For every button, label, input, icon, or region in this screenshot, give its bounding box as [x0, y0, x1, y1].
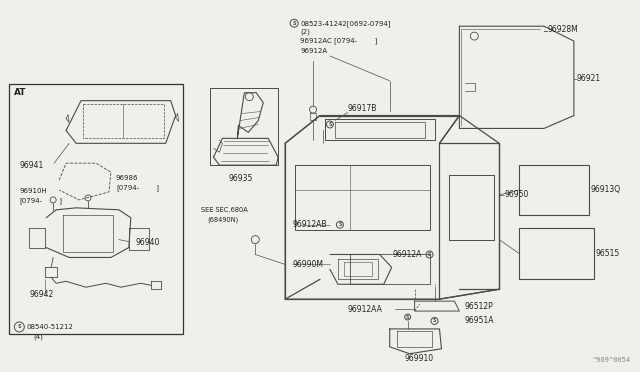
Text: 96515: 96515: [596, 249, 620, 258]
Text: ]: ]: [57, 198, 62, 204]
Text: 96942: 96942: [29, 290, 54, 299]
Text: 96940: 96940: [136, 238, 160, 247]
Text: 96917B: 96917B: [348, 104, 377, 113]
Text: 96912AA: 96912AA: [348, 305, 383, 314]
Text: 96990M: 96990M: [292, 260, 323, 269]
Text: S: S: [428, 252, 431, 257]
Text: ]: ]: [370, 38, 377, 45]
Text: 96912AC [0794-: 96912AC [0794-: [300, 38, 357, 45]
Text: S: S: [328, 122, 332, 127]
Text: 96912AB: 96912AB: [292, 220, 326, 229]
Text: 969910: 969910: [404, 354, 434, 363]
Text: ]: ]: [154, 185, 159, 191]
Text: S: S: [338, 222, 342, 227]
Text: S: S: [292, 21, 296, 26]
Bar: [10, 84, 182, 334]
Text: 96512P: 96512P: [465, 302, 493, 311]
Text: (4): (4): [33, 334, 43, 340]
Text: 96950: 96950: [504, 190, 529, 199]
Text: 96935: 96935: [228, 174, 253, 183]
Text: 96928M: 96928M: [547, 25, 578, 34]
Text: (2): (2): [300, 29, 310, 35]
Text: S: S: [17, 324, 21, 330]
Text: 96941: 96941: [19, 161, 44, 170]
Text: [0794-: [0794-: [19, 198, 42, 204]
Text: 08523-41242[0692-0794]: 08523-41242[0692-0794]: [300, 20, 390, 27]
Text: 96912A: 96912A: [300, 48, 327, 54]
Text: 08540-51212: 08540-51212: [26, 324, 73, 330]
Text: AT: AT: [14, 88, 27, 97]
Text: ^969^0054: ^969^0054: [593, 357, 630, 363]
Text: [0794-: [0794-: [116, 185, 139, 191]
Text: 96951A: 96951A: [465, 317, 494, 326]
Text: SEE SEC.680A: SEE SEC.680A: [200, 207, 247, 213]
Text: S: S: [406, 314, 410, 320]
Bar: [211, 88, 278, 165]
Bar: [519, 228, 594, 279]
Text: 96913Q: 96913Q: [591, 186, 621, 195]
Text: 96986: 96986: [116, 175, 138, 181]
Text: (68490N): (68490N): [207, 217, 239, 223]
Text: 96910H: 96910H: [19, 188, 47, 194]
Text: 96912A: 96912A: [393, 250, 422, 259]
Bar: [519, 165, 589, 215]
Text: 96921: 96921: [577, 74, 601, 83]
Text: S: S: [433, 318, 436, 324]
